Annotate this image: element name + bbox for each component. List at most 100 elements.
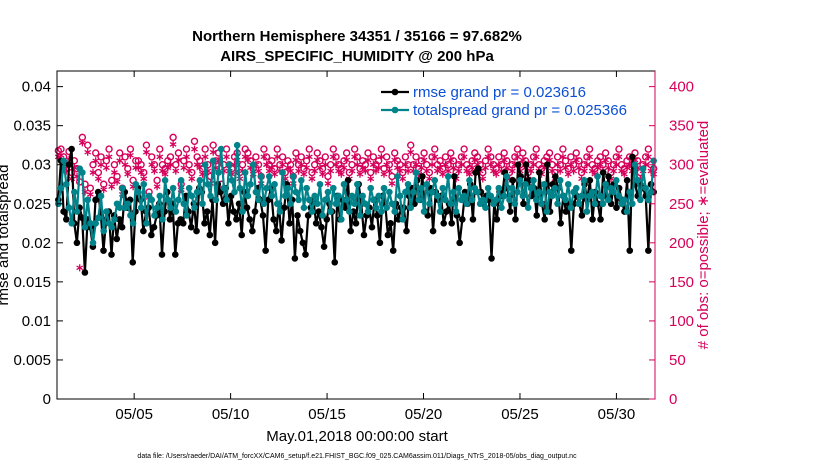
evaluated-obs-point <box>78 139 86 147</box>
data-point <box>340 180 348 188</box>
evaluated-obs-point <box>303 164 311 172</box>
evaluated-obs-point <box>572 156 580 164</box>
data-point <box>279 169 286 176</box>
data-point <box>148 196 156 204</box>
evaluated-obs-point <box>559 153 567 161</box>
data-point <box>520 200 527 208</box>
data-point <box>228 177 236 184</box>
possible-obs-point <box>545 149 554 157</box>
possible-obs-point <box>559 145 567 153</box>
data-point <box>567 204 575 211</box>
evaluated-obs-point <box>332 161 340 169</box>
data-point <box>135 188 142 196</box>
evaluated-obs-point <box>166 161 174 169</box>
data-point <box>543 208 551 215</box>
possible-obs-point <box>407 141 415 149</box>
evaluated-obs-point <box>492 170 500 178</box>
plot-area <box>57 71 655 399</box>
data-point <box>440 219 448 227</box>
data-point <box>508 184 516 192</box>
evaluated-obs-point <box>465 170 473 178</box>
data-point <box>511 200 519 208</box>
x-tick-label: 05/20 <box>405 406 443 423</box>
data-point <box>503 173 511 180</box>
data-point <box>207 192 214 200</box>
possible-obs-point <box>166 153 175 161</box>
evaluated-obs-point <box>313 156 321 164</box>
evaluated-obs-point <box>319 170 327 178</box>
data-point <box>278 237 285 244</box>
evaluated-obs-point <box>305 153 313 161</box>
data-point <box>367 184 374 192</box>
evaluated-obs-point <box>86 190 94 198</box>
data-point <box>97 192 105 200</box>
data-point <box>364 208 372 215</box>
data-point <box>124 200 132 208</box>
data-point <box>594 173 601 180</box>
data-point <box>512 216 519 223</box>
data-point <box>541 216 549 223</box>
data-point <box>79 169 86 176</box>
data-point <box>586 177 594 184</box>
evaluated-obs-point <box>441 161 449 169</box>
data-point <box>615 192 623 200</box>
possible-obs-point <box>305 145 313 153</box>
data-point <box>346 208 353 215</box>
data-point <box>65 161 73 169</box>
possible-obs-point <box>513 145 522 153</box>
evaluated-obs-point <box>76 264 84 272</box>
possible-obs-point <box>278 153 287 161</box>
series-layer <box>54 133 658 276</box>
evaluated-obs-point <box>316 164 324 172</box>
evaluated-obs-point <box>495 161 503 169</box>
data-point <box>330 184 337 192</box>
possible-obs-point <box>601 149 610 157</box>
data-point <box>429 227 437 235</box>
data-point <box>629 153 636 161</box>
evaluated-obs-point <box>425 175 433 183</box>
data-point <box>460 192 468 200</box>
possible-obs-point <box>615 145 623 153</box>
data-point <box>241 169 249 176</box>
evaluated-obs-point <box>364 156 372 164</box>
possible-obs-point <box>369 153 378 161</box>
evaluated-obs-point <box>407 148 415 156</box>
evaluated-obs-point <box>388 179 396 188</box>
data-point <box>482 204 489 211</box>
evaluated-obs-point <box>532 153 540 161</box>
evaluated-obs-point <box>548 167 556 175</box>
data-point <box>153 204 161 211</box>
possible-obs-point <box>441 153 450 161</box>
evaluated-obs-point <box>527 167 535 175</box>
data-point <box>89 239 97 247</box>
evaluated-obs-point <box>575 164 583 172</box>
evaluated-obs-point <box>156 153 164 161</box>
data-point <box>536 169 543 176</box>
data-point <box>95 214 102 222</box>
data-point <box>263 184 270 192</box>
legend-marker <box>391 106 399 114</box>
y-axis-label-right: # of obs: o=possible; ∗=evaluated <box>695 121 712 350</box>
evaluated-obs-point <box>479 175 487 183</box>
data-point <box>249 161 257 169</box>
evaluated-obs-point <box>116 157 124 165</box>
evaluated-obs-point <box>337 170 345 178</box>
evaluated-obs-point <box>460 153 468 161</box>
evaluated-obs-point <box>148 161 156 169</box>
evaluated-obs-point <box>519 156 527 164</box>
data-point <box>193 227 200 235</box>
evaluated-obs-point <box>348 167 356 175</box>
data-point <box>284 184 292 192</box>
evaluated-obs-point <box>172 167 180 175</box>
data-point <box>129 219 137 227</box>
data-point <box>81 269 89 276</box>
possible-obs-point <box>116 149 124 157</box>
data-point <box>311 192 318 200</box>
data-point <box>384 231 392 239</box>
data-point <box>206 231 214 239</box>
evaluated-obs-point <box>396 167 404 175</box>
data-point <box>331 259 339 266</box>
evaluated-obs-point <box>324 179 332 188</box>
y-tick-label: 0.02 <box>22 235 51 252</box>
